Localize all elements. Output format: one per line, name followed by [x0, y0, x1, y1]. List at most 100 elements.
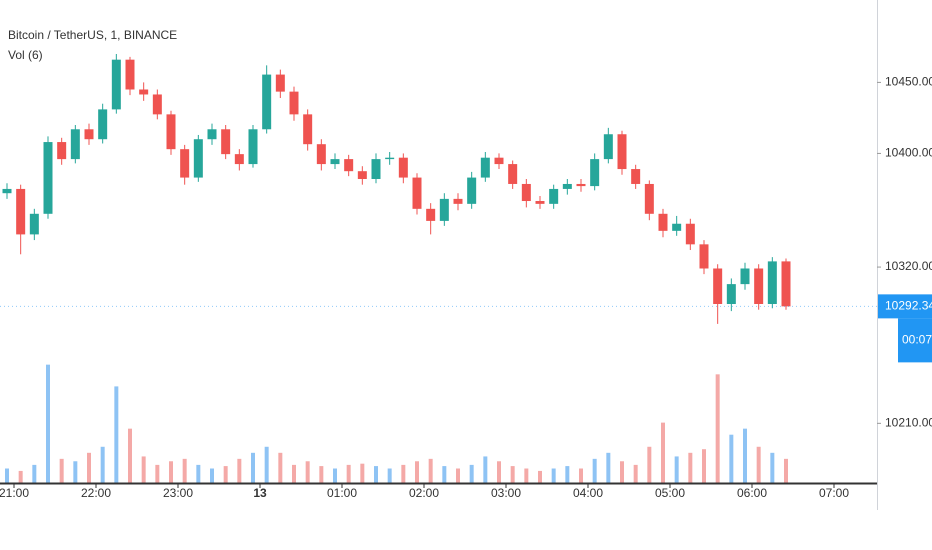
x-tick-label: 04:00 [573, 486, 603, 500]
volume-bar [606, 452, 611, 483]
candle-body [16, 188, 26, 235]
candle-body [713, 268, 723, 305]
volume-bar [702, 449, 706, 483]
candle-body [767, 261, 777, 305]
volume-bar [210, 468, 214, 483]
candle-body [685, 223, 695, 245]
candle-body [43, 142, 53, 214]
candle-body [166, 114, 176, 150]
x-tick-label: 21:00 [0, 486, 29, 500]
last-price-label: 10292.34 [885, 299, 932, 313]
candle-body [576, 183, 586, 187]
candle-body [344, 159, 354, 172]
volume-bar [46, 364, 50, 483]
chart-title: Bitcoin / TetherUS, 1, BINANCE [8, 28, 177, 42]
candle-body [603, 134, 613, 160]
candle-body [371, 159, 381, 179]
y-tick-label: 10210.00 [885, 416, 932, 430]
volume-bar [538, 470, 542, 483]
candle-body [549, 188, 559, 204]
volume-bar [59, 458, 64, 483]
volume-bar [169, 461, 173, 483]
x-tick-label: 13 [253, 486, 267, 500]
volume-bar [442, 466, 447, 483]
candle-body [480, 157, 490, 178]
candle-body [726, 284, 736, 305]
candle-body [398, 157, 408, 178]
candle-body [699, 244, 709, 269]
candle-body [303, 114, 313, 145]
y-tick-label: 10320.00 [885, 259, 932, 273]
volume-bar [141, 456, 146, 483]
candle-body [111, 59, 121, 110]
candle-body [385, 157, 395, 160]
volume-bar [633, 464, 638, 483]
candle-body [562, 183, 572, 189]
volume-bar [524, 468, 529, 483]
candle-body [207, 129, 217, 140]
volume-bar [32, 464, 37, 483]
plot-area [2, 53, 791, 483]
candle-body [740, 268, 750, 285]
volume-bar [346, 464, 351, 483]
volume-bar [237, 458, 242, 483]
candle-body [330, 159, 340, 165]
candle-body [535, 201, 545, 204]
volume-bar [770, 452, 775, 483]
volume-bar [415, 461, 419, 483]
candle-body [248, 129, 258, 165]
volume-bar [784, 458, 788, 483]
candle-body [617, 134, 627, 170]
volume-bar [251, 452, 255, 483]
candle-body [289, 91, 299, 115]
candle-body [262, 74, 272, 130]
candle-body [494, 157, 504, 165]
x-tick-label: 03:00 [491, 486, 521, 500]
candle-body [57, 142, 67, 160]
x-tick-label: 07:00 [819, 486, 849, 500]
candle-body [521, 183, 531, 202]
candle-body [84, 129, 94, 140]
candle-body [644, 183, 654, 214]
indicator-label: Vol (6) [8, 48, 43, 62]
volume-bar [715, 374, 720, 483]
volume-bar [18, 470, 23, 483]
candle-body [453, 198, 463, 204]
candle-body [508, 164, 518, 184]
volume-bar [729, 434, 734, 483]
candle-body [412, 177, 422, 209]
candle-body [2, 188, 12, 194]
volume-bar [456, 468, 460, 483]
volume-bar [661, 422, 665, 483]
volume-bar [401, 464, 406, 483]
volume-bar [223, 466, 228, 483]
volume-bar [551, 468, 556, 483]
volume-bar [73, 461, 78, 483]
volume-bar [592, 458, 597, 483]
candle-body [221, 129, 231, 155]
volume-bar [688, 452, 693, 483]
x-tick-label: 05:00 [655, 486, 685, 500]
volume-bar [743, 428, 747, 483]
volume-bar [196, 464, 201, 483]
volume-bar [182, 458, 187, 483]
volume-bar [114, 386, 119, 483]
volume-bar [278, 452, 283, 483]
volume-bar [333, 468, 337, 483]
candle-body [152, 94, 162, 115]
candle-body [781, 261, 791, 307]
candle-body [316, 144, 326, 165]
x-tick-label: 01:00 [327, 486, 357, 500]
candle-body [234, 154, 244, 165]
candle-body [357, 171, 367, 179]
candle-body [125, 59, 135, 90]
volume-bar [565, 466, 570, 483]
y-tick-label: 10450.00 [885, 75, 932, 89]
candle-body [275, 74, 285, 92]
countdown-label: 00:07 [902, 333, 932, 347]
candle-body [193, 139, 203, 178]
last-price-box [878, 294, 932, 319]
x-tick-label: 02:00 [409, 486, 439, 500]
candle-body [631, 169, 641, 184]
